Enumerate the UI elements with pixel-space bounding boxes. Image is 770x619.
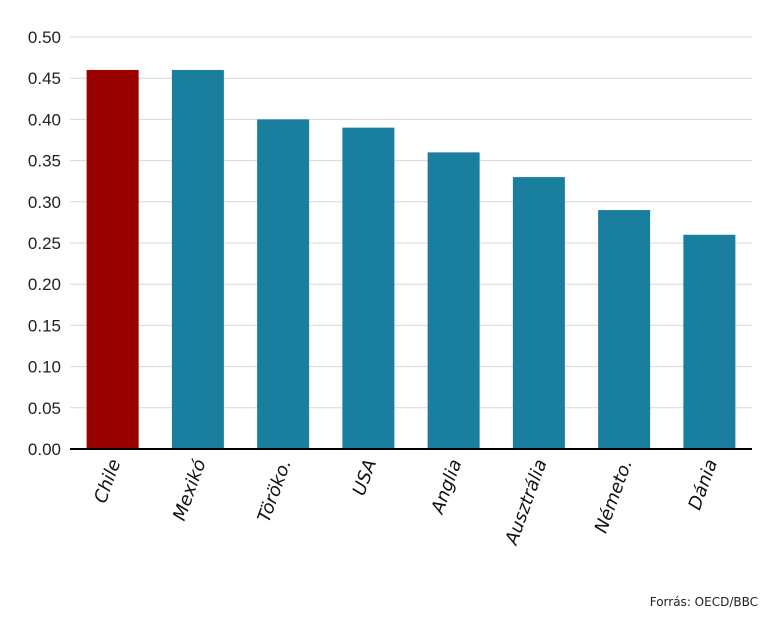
x-category-label: Chile — [90, 457, 125, 507]
x-category-label: Ausztrália — [501, 457, 552, 549]
bar-6 — [598, 210, 651, 449]
y-tick-label: 0.05 — [28, 399, 61, 418]
y-tick-label: 0.30 — [28, 193, 61, 212]
bar-2 — [257, 119, 310, 450]
x-axis-category-labels: Chile Mexikó Töröko. USA Anglia Ausztrália Ném… — [90, 457, 722, 549]
x-category-label: Töröko. — [254, 457, 296, 526]
bar-0 — [86, 69, 139, 450]
y-tick-label: 0.20 — [28, 275, 61, 294]
y-tick-label: 0.45 — [28, 69, 61, 88]
bar-4 — [427, 152, 480, 450]
x-category-label: Németo. — [591, 457, 637, 536]
y-axis-tick-labels: 0.00 0.05 0.10 0.15 0.20 0.25 0.30 0.35 0.40 0.45… — [28, 28, 61, 459]
bar-5 — [512, 177, 565, 449]
y-tick-label: 0.35 — [28, 152, 61, 171]
x-category-label: USA — [349, 457, 381, 499]
y-tick-label: 0.40 — [28, 110, 61, 129]
x-category-label: Mexikó — [169, 457, 211, 524]
bars — [86, 69, 736, 450]
y-tick-label: 0.10 — [28, 358, 61, 377]
bar-1 — [171, 69, 224, 450]
y-tick-label: 0.25 — [28, 234, 61, 253]
bar-7 — [683, 234, 736, 449]
x-category-label: Anglia — [427, 457, 466, 518]
y-tick-label: 0.50 — [28, 28, 61, 47]
bar-3 — [342, 127, 395, 449]
y-tick-label: 0.15 — [28, 316, 61, 335]
source-note: Forrás: OECD/BBC — [649, 595, 758, 609]
x-category-label: Dánia — [684, 457, 722, 513]
y-tick-label: 0.00 — [28, 440, 61, 459]
